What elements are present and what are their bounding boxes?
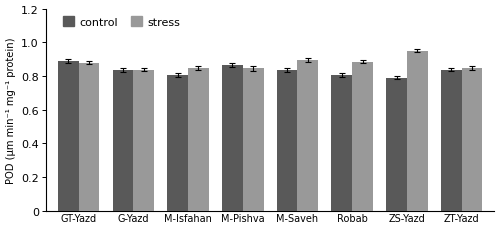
Bar: [188, 68, 209, 211]
Bar: [407, 52, 428, 211]
Bar: [462, 68, 482, 211]
Bar: [352, 62, 373, 211]
Bar: [168, 76, 188, 211]
Bar: [298, 61, 318, 211]
Bar: [386, 78, 407, 211]
Bar: [78, 63, 100, 211]
Bar: [222, 66, 243, 211]
Bar: [112, 71, 134, 211]
Legend: control, stress: control, stress: [60, 15, 183, 30]
Bar: [58, 62, 78, 211]
Bar: [441, 70, 462, 211]
Y-axis label: POD (μm min⁻¹ mg⁻¹ protein): POD (μm min⁻¹ mg⁻¹ protein): [6, 37, 16, 183]
Bar: [243, 69, 264, 211]
Bar: [276, 71, 297, 211]
Bar: [134, 70, 154, 211]
Bar: [332, 76, 352, 211]
